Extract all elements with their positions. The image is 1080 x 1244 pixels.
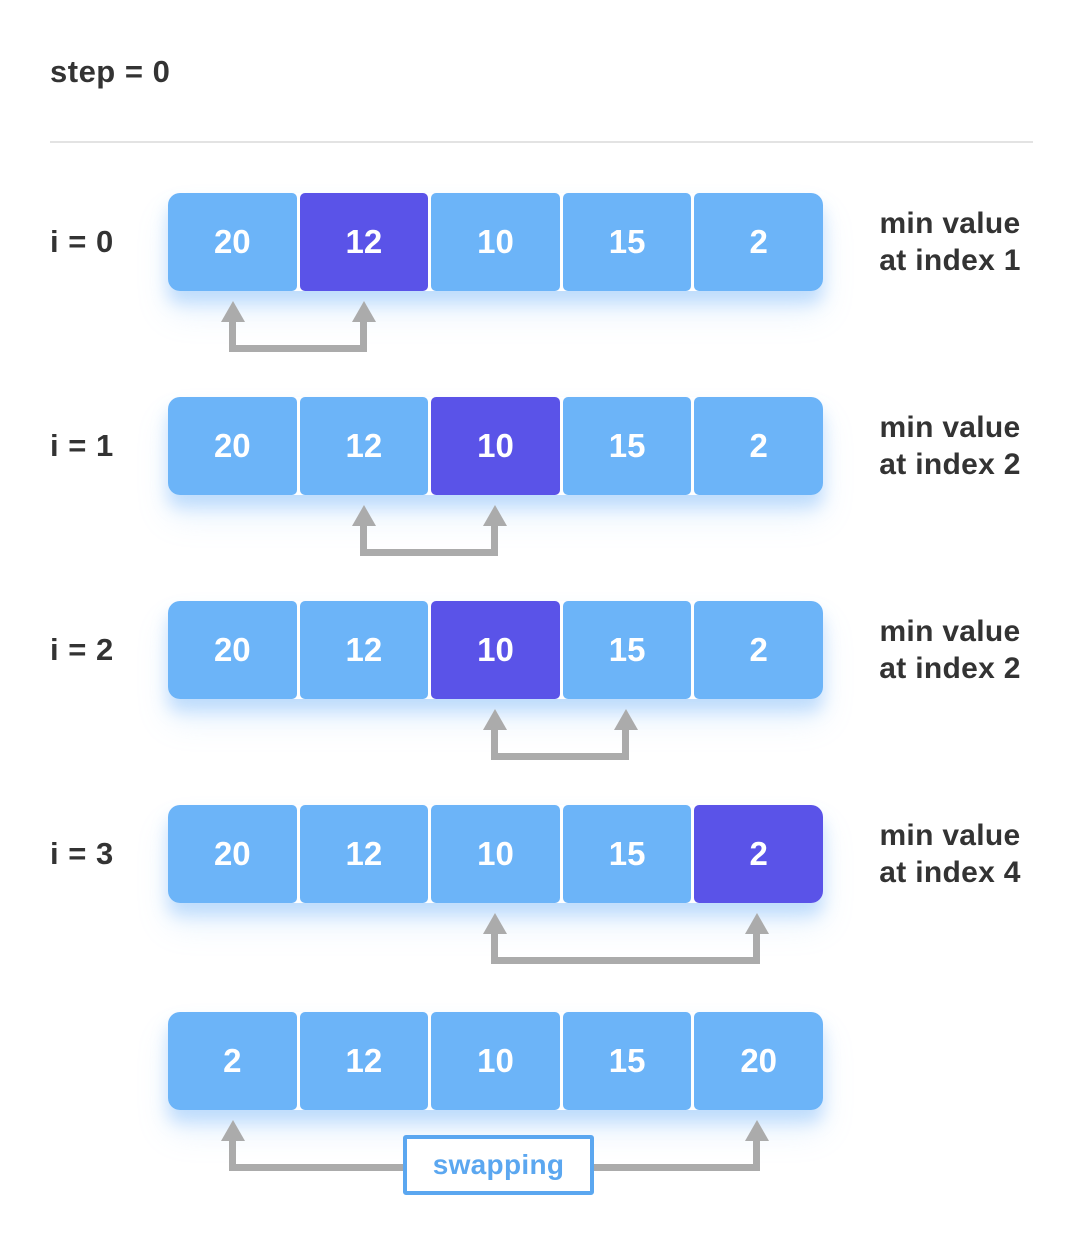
array-cell: 2 <box>168 1012 297 1110</box>
up-arrow-icon <box>614 709 638 730</box>
step-title: step = 0 <box>50 54 171 89</box>
array: 20 12 10 15 2 <box>168 397 823 495</box>
iteration-label: i = 0 <box>50 224 114 259</box>
array-cell: 10 <box>431 193 560 291</box>
array-cell: 10 <box>431 397 560 495</box>
min-value-label-line1: min value <box>879 411 1021 444</box>
iteration-label: i = 3 <box>50 836 114 871</box>
swapping-label-box: swapping <box>403 1135 594 1195</box>
array-cell: 20 <box>168 601 297 699</box>
array-cell: 20 <box>168 805 297 903</box>
array-cell: 12 <box>299 601 429 699</box>
array-cell: 2 <box>694 601 823 699</box>
array-cell: 2 <box>694 805 823 903</box>
up-arrow-icon <box>483 913 507 934</box>
array-cell: 12 <box>299 1012 429 1110</box>
iteration-row: i = 0 20 12 10 15 2 min value at index 1 <box>0 193 1080 352</box>
up-arrow-icon <box>221 1120 245 1141</box>
array-cell: 20 <box>168 193 297 291</box>
divider <box>50 141 1033 143</box>
comparison-arrow <box>229 322 367 352</box>
array-cell: 15 <box>562 601 692 699</box>
array-cell: 12 <box>299 805 429 903</box>
min-value-label-line2: at index 1 <box>879 244 1021 277</box>
min-value-label-line1: min value <box>879 207 1021 240</box>
iteration-label: i = 2 <box>50 632 114 667</box>
comparison-arrow <box>491 730 629 760</box>
iteration-row: i = 1 20 12 10 15 2 min value at index 2 <box>0 397 1080 556</box>
min-value-label-line2: at index 2 <box>879 652 1021 685</box>
array-cell: 10 <box>431 601 560 699</box>
array-cell: 2 <box>694 193 823 291</box>
array-cell: 20 <box>168 397 297 495</box>
array-cell: 15 <box>562 805 692 903</box>
up-arrow-icon <box>483 709 507 730</box>
up-arrow-icon <box>483 505 507 526</box>
array-cell: 12 <box>299 397 429 495</box>
array: 20 12 10 15 2 <box>168 805 823 903</box>
iteration-row: i = 2 20 12 10 15 2 min value at index 2 <box>0 601 1080 760</box>
min-value-label-line2: at index 4 <box>879 856 1021 889</box>
array: 2 12 10 15 20 <box>168 1012 823 1110</box>
array-cell: 10 <box>431 1012 560 1110</box>
comparison-arrow <box>491 934 760 964</box>
min-value-label: min value at index 1 <box>845 193 1055 291</box>
array: 20 12 10 15 2 <box>168 193 823 291</box>
array-cell: 15 <box>562 193 692 291</box>
up-arrow-icon <box>221 301 245 322</box>
array-cell: 2 <box>694 397 823 495</box>
array-cell: 20 <box>694 1012 823 1110</box>
swapping-label: swapping <box>432 1149 565 1180</box>
iteration-label: i = 1 <box>50 428 114 463</box>
array-cell: 15 <box>562 397 692 495</box>
array: 20 12 10 15 2 <box>168 601 823 699</box>
min-value-label-line1: min value <box>879 819 1021 852</box>
up-arrow-icon <box>352 505 376 526</box>
result-row: 2 12 10 15 20 swapping <box>0 1012 1080 1195</box>
min-value-label-line2: at index 2 <box>879 448 1021 481</box>
min-value-label: min value at index 4 <box>845 805 1055 903</box>
comparison-arrow <box>360 526 498 556</box>
min-value-label: min value at index 2 <box>845 397 1055 495</box>
array-cell: 15 <box>562 1012 692 1110</box>
min-value-label-line1: min value <box>879 615 1021 648</box>
up-arrow-icon <box>745 913 769 934</box>
min-value-label: min value at index 2 <box>845 601 1055 699</box>
up-arrow-icon <box>745 1120 769 1141</box>
array-cell: 12 <box>299 193 429 291</box>
array-cell: 10 <box>431 805 560 903</box>
up-arrow-icon <box>352 301 376 322</box>
iteration-row: i = 3 20 12 10 15 2 min value at index 4 <box>0 805 1080 964</box>
